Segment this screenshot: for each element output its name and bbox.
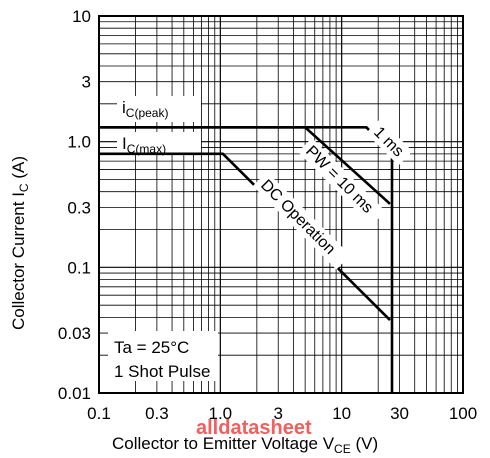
plot-frame	[98, 15, 464, 394]
y-tick-label: 0.03	[58, 324, 91, 343]
temperature-label: Ta = 25°C	[114, 338, 189, 357]
y-tick-label: 0.3	[67, 198, 91, 217]
dc-operation-label: DC Operation	[257, 177, 338, 258]
ic-peak-label: iC(peak)	[122, 98, 168, 120]
y-tick-label: 10	[72, 7, 91, 26]
ic-max-label-bg	[117, 132, 201, 154]
one-ms-label-bg	[365, 118, 413, 166]
y-tick-label: 0.01	[58, 384, 91, 403]
x-tick-label: 0.1	[87, 404, 111, 423]
y-tick-label: 0.1	[67, 258, 91, 277]
series-10ms-line	[99, 126, 391, 205]
dc-label-bg	[252, 171, 351, 270]
pw-label-bg	[297, 137, 386, 226]
ic-max-label: IC(max)	[122, 134, 166, 156]
x-tick-label: 10	[332, 404, 351, 423]
y-tick-labels: 0.01 0.03 0.1 0.3 1.0 3 10	[58, 7, 91, 403]
x-tick-labels: 0.1 0.3 1.0 3 10 30 100	[87, 404, 477, 423]
y-tick-label: 3	[82, 73, 91, 92]
y-axis-label: Collector Current IC (A)	[9, 156, 31, 330]
x-tick-label: 3	[273, 404, 282, 423]
ic-peak-label-bg	[117, 96, 201, 122]
x-tick-label: 1.0	[209, 404, 233, 423]
minor-grid	[99, 16, 463, 393]
watermark-text: alldatasheet	[196, 417, 312, 439]
x-tick-label: 30	[390, 404, 409, 423]
y-tick-label: 1.0	[67, 133, 91, 152]
shot-pulse-label: 1 Shot Pulse	[114, 362, 210, 381]
conditions-label-bg	[108, 331, 218, 381]
x-tick-label: 0.3	[145, 404, 169, 423]
x-axis-label: Collector to Emitter Voltage VCE (V)	[112, 434, 378, 456]
x-tick-label: 100	[449, 404, 477, 423]
